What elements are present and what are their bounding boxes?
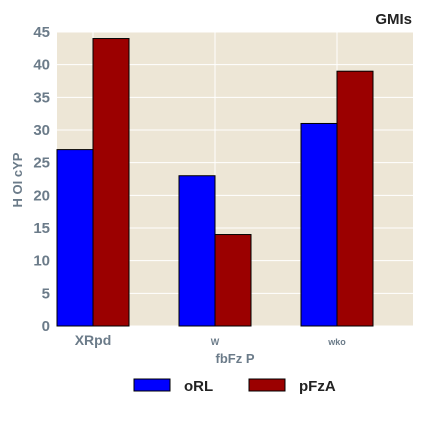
y-tick-label: 40 xyxy=(33,57,50,74)
y-tick-label: 0 xyxy=(42,318,50,335)
y-tick-label: 10 xyxy=(33,253,50,270)
legend-swatch-oRL xyxy=(133,378,171,392)
y-tick-label: 5 xyxy=(42,285,50,302)
x-tick-label: W xyxy=(211,337,220,347)
legend-swatch-pFzA xyxy=(248,378,286,392)
y-tick-label: 15 xyxy=(33,220,50,237)
bar-pFzA-XRpd xyxy=(92,38,130,327)
bar-pFzA-W xyxy=(214,234,252,327)
bar-oRL-wko xyxy=(300,122,338,327)
bars xyxy=(56,38,374,327)
legend-label-oRL: oRL xyxy=(184,378,213,395)
legend-label-pFzA: pFzA xyxy=(299,378,336,395)
x-axis-label: fbFz P xyxy=(216,351,255,366)
y-tick-labels: 0 5 10 15 20 25 30 35 40 45 xyxy=(33,24,50,335)
x-tick-label: XRpd xyxy=(75,332,112,348)
bar-oRL-W xyxy=(178,175,216,327)
y-tick-label: 35 xyxy=(33,89,50,106)
y-axis-label: H OI cYP xyxy=(10,152,25,207)
chart-title: GMIs xyxy=(375,11,412,28)
y-tick-label: 45 xyxy=(33,24,50,41)
bar-oRL-XRpd xyxy=(56,149,94,327)
x-tick-label: wko xyxy=(327,337,346,347)
legend: oRL pFzA xyxy=(133,378,336,395)
y-tick-label: 20 xyxy=(33,187,50,204)
y-tick-label: 30 xyxy=(33,122,50,139)
y-tick-label: 25 xyxy=(33,155,50,172)
bar-pFzA-wko xyxy=(336,70,374,327)
